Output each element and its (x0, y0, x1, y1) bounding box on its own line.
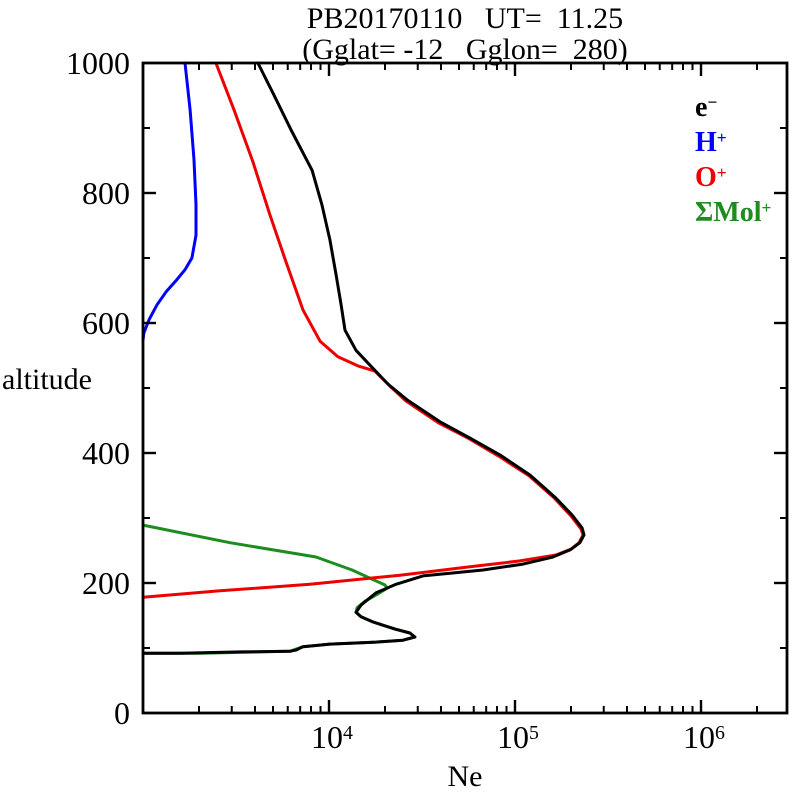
legend-label: ΣMol (695, 197, 762, 228)
y-tick-label-600: 600 (82, 305, 130, 341)
x-tick-exponent: 5 (529, 722, 539, 745)
x-tick-exponent: 4 (343, 722, 353, 745)
y-tick-label-800: 800 (82, 175, 130, 211)
legend-entry-h-plus: H+ (695, 127, 727, 162)
curves (141, 61, 586, 655)
legend-label-sup: + (716, 128, 727, 148)
curve-e (141, 61, 586, 655)
plot-subtitle: (Gglat= -12 Gglon= 280) (302, 33, 628, 66)
legend-label: H (695, 127, 717, 158)
y-axis-ticks (143, 127, 787, 649)
legend-label: O (695, 162, 717, 193)
x-tick-base: 10 (311, 719, 343, 755)
legend-label-sup: − (707, 93, 718, 113)
legend-entry-mol-plus: ΣMol+ (695, 197, 771, 232)
legend-label-sup: + (716, 163, 727, 183)
y-tick-label-400: 400 (82, 435, 130, 471)
curve-sigmamol (141, 523, 417, 655)
plot-title: PB20170110 UT= 11.25 (306, 2, 624, 35)
x-axis-ticks (197, 63, 758, 713)
y-tick-label-1000: 1000 (66, 45, 130, 81)
legend-entry-o-plus: O+ (695, 162, 727, 197)
y-tick-label-0: 0 (114, 695, 130, 731)
x-tick-label-1e6: 106 (683, 719, 725, 760)
legend-label: e (695, 92, 708, 123)
x-tick-base: 10 (497, 719, 529, 755)
x-tick-label-1e4: 104 (311, 719, 353, 760)
x-tick-base: 10 (683, 719, 715, 755)
x-tick-label-1e5: 105 (497, 719, 539, 760)
y-tick-label-200: 200 (82, 565, 130, 601)
curve-h (141, 61, 198, 342)
y-axis-title: altitude (2, 363, 92, 396)
x-tick-exponent: 6 (715, 722, 725, 745)
axis-frame (141, 61, 789, 715)
legend-label-sup: + (761, 198, 772, 218)
legend-entry-electron: e− (695, 92, 717, 127)
x-axis-title: Ne (447, 760, 483, 793)
curve-o (141, 61, 585, 599)
title-block: PB20170110 UT= 11.25 (Gglat= -12 Gglon= … (143, 0, 787, 66)
